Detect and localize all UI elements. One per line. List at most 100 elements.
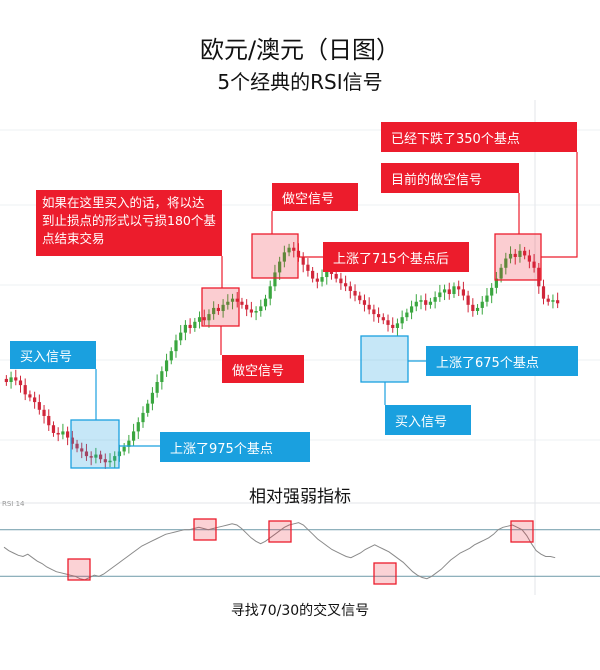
candle-body xyxy=(490,287,494,296)
candle-body xyxy=(226,301,230,305)
candle-body xyxy=(358,295,362,301)
candle-body xyxy=(179,332,183,341)
candle-body xyxy=(334,273,338,279)
candle-body xyxy=(23,385,27,395)
candle-body xyxy=(75,443,79,449)
candle-body xyxy=(344,283,348,287)
candle-body xyxy=(494,278,498,288)
candle-body xyxy=(541,286,546,299)
candle-body xyxy=(131,431,136,441)
candle-body xyxy=(235,298,239,302)
candle-body xyxy=(348,286,352,291)
candle-body xyxy=(499,267,503,279)
candle-body xyxy=(146,403,150,413)
candle-body xyxy=(438,292,442,298)
candle-body xyxy=(513,253,517,257)
rsi-line xyxy=(3,522,556,581)
candle-body xyxy=(428,301,433,305)
rsi-cross-box-5 xyxy=(510,520,534,543)
candle-body xyxy=(362,300,367,305)
candle-body xyxy=(311,270,315,279)
candle-body xyxy=(471,304,475,312)
candle-body xyxy=(508,253,513,259)
label-buy-signal-1: 买入信号 xyxy=(10,341,96,369)
candle-body xyxy=(155,382,159,393)
candle-body xyxy=(386,320,390,325)
candle-body xyxy=(414,301,418,307)
buy-signal-box-2 xyxy=(360,335,409,383)
candle-body xyxy=(113,456,117,461)
candle-body xyxy=(202,317,206,321)
candle-body xyxy=(80,448,84,452)
rsi-cross-box-2 xyxy=(193,518,217,541)
candle-body xyxy=(452,286,456,295)
label-stop-loss-note: 如果在这里买入的话，将以达到止损点的形式以亏损180个基点结束交易 xyxy=(36,190,222,256)
candle-body xyxy=(282,252,286,262)
candle-body xyxy=(183,324,188,333)
label-rise-715: 上涨了715个基点后 xyxy=(323,242,469,272)
candle-body xyxy=(523,250,527,256)
candle-body xyxy=(504,258,508,268)
rsi-cross-box-4 xyxy=(373,562,397,585)
candle-body xyxy=(551,300,555,302)
candle-body xyxy=(556,300,560,304)
candle-body xyxy=(103,459,107,463)
candlestick-series xyxy=(4,242,560,469)
candle-body xyxy=(169,351,173,361)
candle-body xyxy=(329,270,334,274)
candle-body xyxy=(367,304,371,310)
candle-body xyxy=(98,454,103,460)
candle-body xyxy=(28,394,32,398)
candle-body xyxy=(259,306,263,312)
candle-body xyxy=(141,412,145,423)
candle-body xyxy=(160,371,164,383)
candle-body xyxy=(254,311,258,313)
rsi-cross-box-3 xyxy=(268,520,292,543)
candle-body xyxy=(216,307,220,312)
candle-body xyxy=(56,432,60,435)
label-fell-350: 已经下跌了350个基点 xyxy=(381,122,577,152)
candle-body xyxy=(376,314,381,318)
label-buy-signal-2: 买入信号 xyxy=(385,405,471,435)
candle-body xyxy=(37,402,41,410)
candle-body xyxy=(485,295,489,302)
candle-body xyxy=(263,298,268,307)
candle-body xyxy=(532,261,536,268)
candle-body xyxy=(245,304,249,310)
rsi-title: 相对强弱指标 xyxy=(249,487,351,507)
candle-body xyxy=(84,451,89,457)
label-sell-signal-1: 做空信号 xyxy=(222,355,304,383)
candle-body xyxy=(278,261,282,273)
candle-body xyxy=(480,301,484,308)
label-rise-975: 上涨了975个基点 xyxy=(160,432,310,462)
candle-body xyxy=(395,323,400,328)
candle-body xyxy=(9,377,13,383)
candle-body xyxy=(424,300,428,305)
callout-connectors xyxy=(95,152,578,447)
candle-body xyxy=(381,317,385,321)
candle-body xyxy=(400,317,404,324)
candle-body xyxy=(188,324,192,328)
footer-caption: 寻找70/30的交叉信号 xyxy=(230,603,370,619)
candle-body xyxy=(174,340,178,352)
candle-body xyxy=(409,306,414,313)
candle-body xyxy=(70,437,74,444)
candle-body xyxy=(433,297,437,302)
candle-body xyxy=(537,267,541,287)
rsi-cross-box-1 xyxy=(67,558,91,581)
candle-body xyxy=(89,456,93,458)
label-sell-signal-2: 做空信号 xyxy=(272,183,358,211)
label-current-sell-signal: 目前的做空信号 xyxy=(381,163,519,193)
candle-body xyxy=(66,431,70,438)
candle-body xyxy=(136,422,140,432)
candle-body xyxy=(150,392,155,404)
candle-body xyxy=(315,278,319,282)
candle-body xyxy=(273,272,277,287)
candle-body xyxy=(42,409,46,416)
candle-body xyxy=(221,304,225,312)
candle-body xyxy=(419,300,423,302)
candle-body xyxy=(391,324,395,328)
candle-body xyxy=(353,290,357,296)
candle-body xyxy=(51,425,56,433)
